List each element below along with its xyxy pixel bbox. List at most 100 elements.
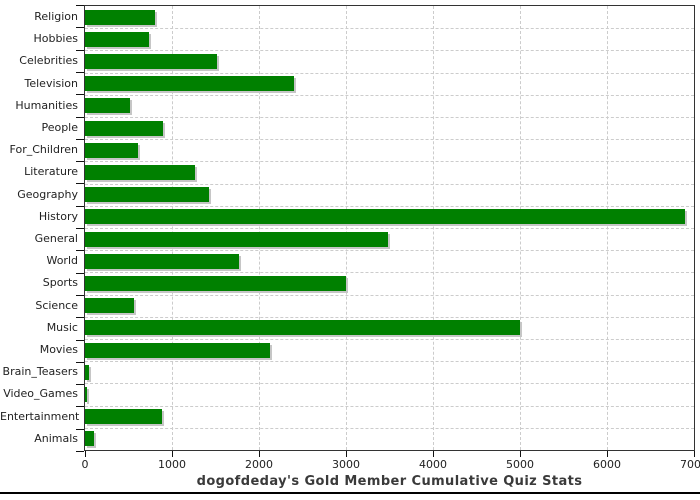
vertical-gridline xyxy=(346,6,347,450)
y-axis-label: General xyxy=(34,232,78,245)
horizontal-gridline xyxy=(85,183,694,185)
x-axis-label: 2000 xyxy=(245,458,273,471)
horizontal-gridline xyxy=(85,139,694,141)
y-axis-tick xyxy=(76,362,84,363)
horizontal-gridline xyxy=(85,361,694,363)
y-axis-label: Animals xyxy=(34,431,78,445)
horizontal-gridline xyxy=(85,50,694,52)
y-axis-label: History xyxy=(38,209,78,223)
bar-movies xyxy=(85,342,270,358)
bar-hobbies xyxy=(85,31,149,47)
y-axis-tick xyxy=(76,72,84,73)
y-axis-tick xyxy=(76,250,84,251)
y-axis-tick xyxy=(76,139,84,140)
y-axis-tick xyxy=(76,317,84,318)
y-axis-label: Humanities xyxy=(15,98,78,112)
y-axis-label: Television xyxy=(24,76,79,90)
bar-science xyxy=(85,298,134,314)
horizontal-gridline xyxy=(85,272,694,274)
y-axis-tick xyxy=(76,340,84,341)
x-axis-label: 6000 xyxy=(593,458,621,471)
y-axis-tick xyxy=(76,429,84,430)
y-axis-label: Science xyxy=(35,298,78,312)
y-axis-tick xyxy=(76,206,84,207)
bar-history xyxy=(85,209,685,225)
y-axis-label: Literature xyxy=(24,165,78,179)
y-axis-label: Hobbies xyxy=(33,32,78,46)
plot-area xyxy=(84,5,695,451)
y-axis-tick xyxy=(76,228,84,229)
horizontal-gridline xyxy=(85,405,694,407)
x-axis-label: 0 xyxy=(81,458,89,471)
bar-music xyxy=(85,320,520,336)
y-axis-tick xyxy=(76,183,84,184)
bar-sports xyxy=(85,276,346,291)
y-axis-tick xyxy=(76,5,84,6)
y-axis-tick xyxy=(76,406,84,407)
x-axis-tick xyxy=(259,451,260,457)
x-axis-tick xyxy=(520,451,521,457)
y-axis-label: Religion xyxy=(34,10,78,23)
vertical-gridline xyxy=(172,6,173,450)
bar-for_children xyxy=(85,142,138,158)
x-axis-tick xyxy=(85,451,86,457)
horizontal-gridline xyxy=(85,228,694,229)
bar-humanities xyxy=(85,98,130,114)
horizontal-gridline xyxy=(85,250,694,252)
bar-animals xyxy=(85,431,94,447)
x-axis-tick xyxy=(607,451,608,457)
x-axis-tick xyxy=(694,451,695,457)
y-axis-tick xyxy=(76,161,84,162)
bottom-divider xyxy=(0,492,700,494)
y-axis-label: Geography xyxy=(17,187,78,201)
y-axis-label: Sports xyxy=(42,276,78,290)
y-axis-label: Movies xyxy=(39,343,78,356)
y-axis-label: For_Children xyxy=(9,143,78,157)
horizontal-gridline xyxy=(85,316,694,318)
y-axis-tick xyxy=(76,384,84,385)
y-axis-tick xyxy=(76,451,84,452)
bar-television xyxy=(85,76,294,92)
x-axis-label: 7000 xyxy=(680,458,700,471)
y-axis-label: Brain_Teasers xyxy=(2,365,78,379)
horizontal-gridline xyxy=(85,339,694,340)
bar-entertainment xyxy=(85,409,162,425)
y-axis-label: Celebrities xyxy=(19,54,78,68)
y-axis-tick xyxy=(76,50,84,51)
horizontal-gridline xyxy=(85,205,694,207)
y-axis-label: Video_Games xyxy=(3,387,78,401)
chart-title: dogofdeday's Gold Member Cumulative Quiz… xyxy=(196,474,583,489)
horizontal-gridline xyxy=(85,383,694,385)
bar-religion xyxy=(85,9,155,25)
x-axis-tick xyxy=(346,451,347,457)
bar-video_games xyxy=(85,387,87,402)
horizontal-gridline xyxy=(85,161,694,163)
x-axis-label: 3000 xyxy=(332,458,360,471)
horizontal-gridline xyxy=(85,28,694,30)
bar-people xyxy=(85,120,163,136)
y-axis-tick xyxy=(76,27,84,28)
y-axis-label: People xyxy=(41,121,78,134)
bar-brain_teasers xyxy=(85,364,89,380)
horizontal-gridline xyxy=(85,117,694,118)
y-axis-tick xyxy=(76,295,84,296)
x-axis-label: 4000 xyxy=(419,458,447,471)
x-axis-tick xyxy=(433,451,434,457)
vertical-gridline xyxy=(607,6,608,450)
y-axis-tick xyxy=(76,94,84,95)
horizontal-gridline xyxy=(85,427,694,429)
vertical-gridline xyxy=(433,6,434,450)
bar-world xyxy=(85,253,239,269)
x-axis-label: 1000 xyxy=(158,458,186,471)
y-axis-tick xyxy=(76,273,84,274)
vertical-gridline xyxy=(520,6,521,450)
bar-celebrities xyxy=(85,54,217,69)
y-axis-label: Music xyxy=(46,320,78,334)
bar-literature xyxy=(85,165,195,180)
horizontal-gridline xyxy=(85,294,694,296)
y-axis-tick xyxy=(76,117,84,118)
y-axis-label: Entertainment xyxy=(0,409,80,423)
y-axis-label: World xyxy=(46,254,78,268)
x-axis-tick xyxy=(172,451,173,457)
